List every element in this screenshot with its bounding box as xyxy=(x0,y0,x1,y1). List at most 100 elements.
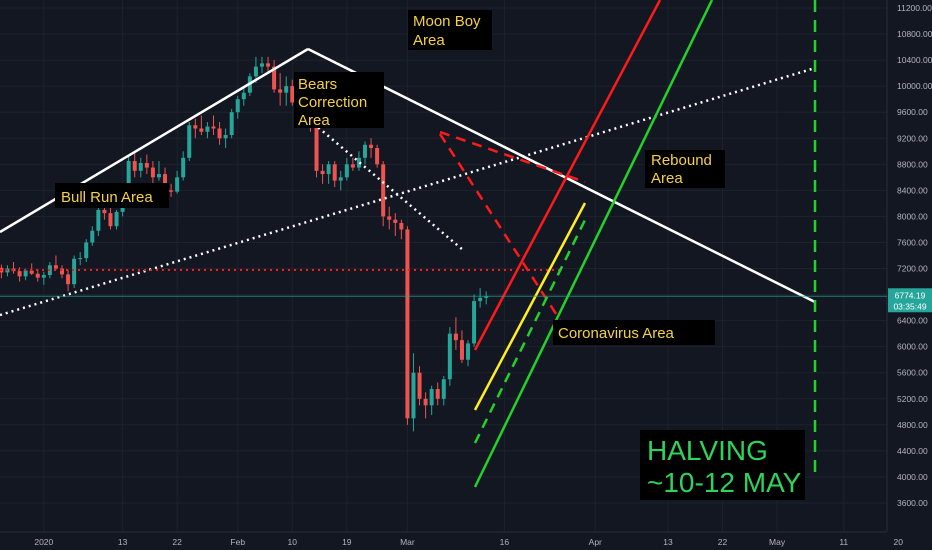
candle-body xyxy=(199,128,204,132)
candle-body xyxy=(35,273,40,278)
candle-body xyxy=(266,63,271,67)
y-tick-label: 6000.00 xyxy=(897,342,928,352)
candle-body xyxy=(17,271,22,277)
candle-body xyxy=(72,258,77,285)
y-tick-label: 8400.00 xyxy=(897,185,928,195)
moon-boy-box xyxy=(408,10,492,50)
time-axis[interactable]: 2020 13 22 Feb 10 19 Mar 16 Apr 13 22 May 11 20 xyxy=(0,531,932,550)
red-dashed-lower xyxy=(438,133,562,321)
halving-label-1: HALVING xyxy=(647,435,768,466)
corona-label: Coronavirus Area xyxy=(558,325,675,342)
countdown-label: 03:35:49 xyxy=(893,301,926,311)
candle-body xyxy=(96,209,101,231)
candle-body xyxy=(393,219,398,223)
bull-run-box xyxy=(55,183,169,208)
candle-body xyxy=(278,89,283,93)
candle-body xyxy=(314,125,319,171)
candle-body xyxy=(253,66,258,77)
candlestick-series xyxy=(0,56,489,432)
candle-body xyxy=(60,268,64,275)
candle-body xyxy=(363,144,367,158)
candle-body xyxy=(423,398,428,406)
candle-body xyxy=(41,275,46,278)
bears-box xyxy=(294,72,384,128)
x-tick-label: 11 xyxy=(839,537,848,547)
y-tick-label: 10400.00 xyxy=(897,55,932,65)
corona-box xyxy=(553,320,715,345)
candle-body xyxy=(284,86,289,93)
bears-label-2: Correction xyxy=(298,94,367,111)
candle-body xyxy=(338,177,343,181)
candle-body xyxy=(175,177,180,192)
candle-body xyxy=(144,163,149,168)
candle-body xyxy=(375,148,380,165)
y-tick-label: 8000.00 xyxy=(897,211,928,221)
candle-body xyxy=(132,161,137,171)
candle-body xyxy=(259,63,264,67)
long-dotted-support xyxy=(0,66,816,317)
bear-trendline xyxy=(307,47,816,304)
candle-body xyxy=(344,164,349,178)
candle-body xyxy=(53,265,58,269)
candle-body xyxy=(217,128,222,139)
halving-box xyxy=(640,430,805,500)
candle-body xyxy=(235,99,240,113)
annotations: Bull Run Area Bears Correction Area Moon… xyxy=(55,10,805,500)
bull-run-label: Bull Run Area xyxy=(61,189,153,206)
price-axis[interactable]: 3600.00 4000.00 4400.00 4800.00 5200.00 5600.… xyxy=(886,0,932,550)
y-tick-label: 5200.00 xyxy=(897,394,928,404)
x-tick-label: 10 xyxy=(288,537,298,547)
candle-body xyxy=(350,164,355,168)
candle-body xyxy=(138,163,143,171)
candle-body xyxy=(459,340,464,360)
current-price-tag: 6774.19 03:35:49 xyxy=(888,288,932,313)
candle-body xyxy=(320,170,325,175)
x-tick-label: Feb xyxy=(230,537,245,547)
candle-body xyxy=(332,164,337,181)
candle-body xyxy=(387,216,392,220)
x-tick-label: 19 xyxy=(342,537,352,547)
candle-body xyxy=(29,270,34,274)
x-tick-label: 16 xyxy=(500,537,510,547)
halving-label-2: ~10-12 MAY xyxy=(647,467,802,498)
candle-body xyxy=(326,164,331,175)
candle-body xyxy=(369,144,374,149)
candle-body xyxy=(272,66,277,90)
yellow-trendline xyxy=(473,202,587,411)
trend-drawings xyxy=(0,0,817,488)
y-tick-label: 6400.00 xyxy=(897,316,928,326)
candle-body xyxy=(193,125,198,129)
candle-body xyxy=(399,222,404,230)
candle-body xyxy=(90,230,95,243)
y-tick-label: 11200.00 xyxy=(897,3,932,13)
candle-body xyxy=(411,372,416,419)
red-dashed-upper xyxy=(439,130,586,184)
red-channel-line xyxy=(473,0,662,351)
x-tick-label: 13 xyxy=(663,537,673,547)
y-tick-label: 10000.00 xyxy=(897,81,932,91)
current-price-label: 6774.19 xyxy=(895,290,926,300)
candle-body xyxy=(150,167,155,178)
candle-body xyxy=(229,112,234,136)
x-tick-label: 22 xyxy=(172,537,182,547)
candle-body xyxy=(156,174,161,178)
x-tick-label: 13 xyxy=(118,537,128,547)
y-tick-label: 8800.00 xyxy=(897,159,928,169)
candle-body xyxy=(447,333,452,380)
bull-trendline xyxy=(0,47,309,234)
candle-body xyxy=(290,86,295,103)
rebound-box xyxy=(645,150,725,188)
candle-body xyxy=(484,296,489,298)
candle-body xyxy=(181,157,186,178)
candle-body xyxy=(381,164,386,217)
y-tick-label: 9600.00 xyxy=(897,107,928,117)
candle-body xyxy=(478,297,483,302)
moon-boy-label-1: Moon Boy xyxy=(413,13,481,30)
candle-body xyxy=(102,209,107,214)
green-dashed-channel xyxy=(473,219,587,444)
x-tick-label: Apr xyxy=(589,537,602,547)
candle-body xyxy=(466,343,471,360)
candle-body xyxy=(441,379,446,399)
candle-body xyxy=(114,211,119,227)
